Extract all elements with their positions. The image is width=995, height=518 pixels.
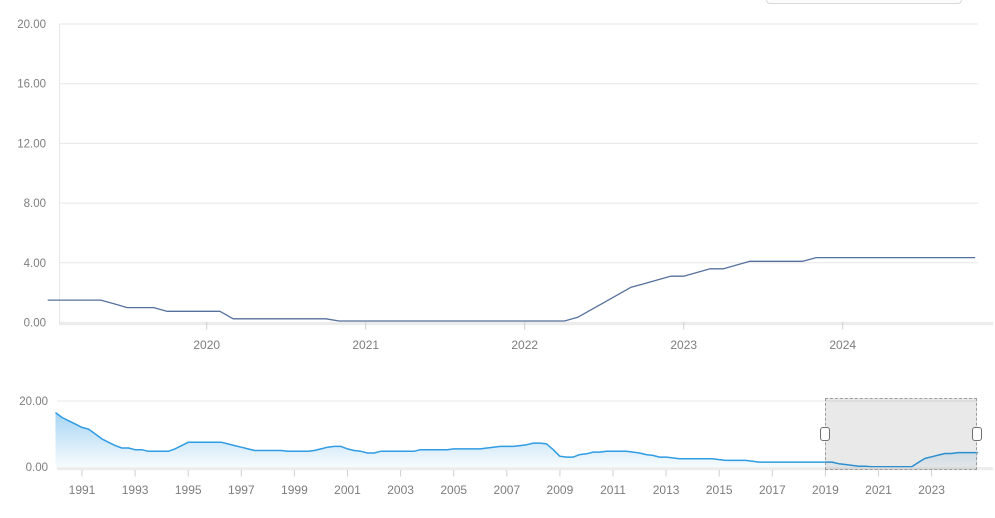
nav-x-axis-label: 2015 <box>706 483 733 497</box>
nav-x-axis-label: 1995 <box>175 483 202 497</box>
nav-x-axis-label: 2013 <box>653 483 680 497</box>
main-x-axis-label: 2023 <box>670 338 697 352</box>
nav-x-axis-label: 2007 <box>493 483 520 497</box>
nav-x-axis-label: 1999 <box>281 483 308 497</box>
main-x-axis-label: 2024 <box>829 338 856 352</box>
nav-x-axis-label: 1997 <box>228 483 255 497</box>
main-y-axis-label: 16.00 <box>17 79 46 91</box>
main-y-axis-label: 0.00 <box>24 318 46 330</box>
nav-series-line <box>55 411 979 468</box>
nav-x-axis-line <box>57 467 993 471</box>
nav-x-axis-label: 2005 <box>440 483 467 497</box>
navigator-right-handle[interactable] <box>972 427 983 441</box>
nav-x-axis-label: 2017 <box>759 483 786 497</box>
main-y-axis-label: 20.00 <box>17 19 46 31</box>
main-y-axis-label: 12.00 <box>17 138 46 150</box>
main-chart[interactable]: 0.00 4.00 8.00 12.00 16.00 20.00 2020 2021 2022 2… <box>17 19 993 352</box>
navigator-left-handle[interactable] <box>820 427 831 441</box>
main-x-axis-label: 2020 <box>193 338 220 352</box>
nav-x-axis-label: 1993 <box>122 483 149 497</box>
nav-y-axis-label: 20.00 <box>19 396 48 408</box>
nav-x-axis-label: 2003 <box>387 483 414 497</box>
main-x-axis-label: 2021 <box>352 338 379 352</box>
nav-x-axis-label: 2023 <box>918 483 945 497</box>
nav-x-axis-label: 1991 <box>69 483 96 497</box>
main-series-line <box>47 256 976 322</box>
nav-x-axis-label: 2001 <box>334 483 361 497</box>
main-y-axis-label: 8.00 <box>24 198 46 210</box>
navigator-chart[interactable]: 0.00 20.00 1991 1993 1995 1997 1999 2001 2003 200… <box>19 396 993 497</box>
nav-y-axis-label: 0.00 <box>26 462 48 474</box>
navigator-selection[interactable] <box>825 397 978 470</box>
nav-x-axis-label: 2019 <box>812 483 839 497</box>
nav-x-axis-label: 2011 <box>600 483 626 497</box>
nav-x-axis-label: 2021 <box>865 483 892 497</box>
nav-series-area <box>55 412 979 467</box>
nav-x-axis-label: 2009 <box>547 483 574 497</box>
main-y-axis-label: 4.00 <box>24 258 46 270</box>
main-x-axis-line <box>59 321 993 326</box>
main-x-axis-label: 2022 <box>511 338 538 352</box>
